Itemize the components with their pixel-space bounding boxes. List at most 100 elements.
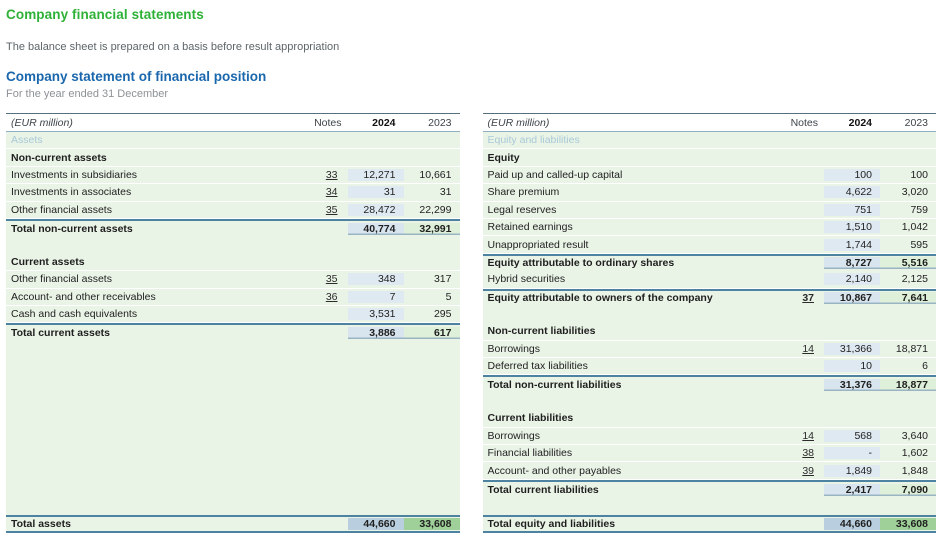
value-2024: 31,376: [824, 379, 880, 392]
value-2024: 1,849: [824, 464, 880, 477]
note-link[interactable]: 14: [802, 342, 814, 355]
table-row: [6, 236, 460, 254]
value-2023: 595: [910, 238, 928, 251]
row-label: Investments in associates: [11, 186, 132, 199]
section-label: Non-current assets: [11, 151, 107, 164]
value-2024: 44,660: [824, 517, 880, 530]
value-2024: 7: [347, 290, 404, 303]
value-2023: 18,877: [880, 379, 936, 392]
table-row: [482, 497, 936, 515]
table-row: Non-current liabilities: [482, 323, 936, 341]
row-label: Borrowings: [487, 342, 541, 355]
section-label: Equity: [487, 151, 520, 164]
table-row: Total current assets 3,886 617: [6, 323, 460, 341]
row-label: Unappropriated result: [487, 238, 589, 251]
table-row: [6, 340, 460, 515]
row-label: Total assets: [11, 517, 71, 530]
row-label: Total non-current assets: [11, 222, 133, 235]
row-label: Investments in subsidiaries: [11, 168, 138, 181]
note-link[interactable]: 35: [325, 273, 338, 286]
table-row: Cash and cash equivalents 3,531 295: [6, 305, 460, 324]
table-row: Other financial assets 35 348 317: [6, 271, 460, 289]
value-2023: 295: [433, 308, 452, 321]
note-link[interactable]: 38: [802, 447, 814, 460]
value-2024: 10: [824, 360, 880, 373]
value-2024: 751: [824, 203, 880, 216]
value-2024: 31: [347, 186, 404, 199]
table-row: Hybrid securities 2,140 2,125: [482, 271, 936, 289]
table-row: Equity and liabilities: [482, 132, 936, 150]
notes-cell: 33: [306, 169, 348, 181]
row-label: Total equity and liabilities: [487, 517, 616, 530]
note-link[interactable]: 33: [325, 168, 338, 181]
row-label: Share premium: [487, 186, 560, 199]
table-row: Equity attributable to ordinary shares 8,…: [482, 253, 936, 272]
table-row: Unappropriated result 1,744 595: [482, 236, 936, 254]
value-2024: 12,271: [347, 168, 404, 181]
value-2023: 5,516: [880, 257, 936, 270]
value-2024: 31,366: [824, 342, 880, 355]
table-row: Legal reserves 751 759: [482, 201, 936, 219]
table-row: Borrowings 14 31,366 18,871: [482, 340, 936, 359]
section-label: Non-current liabilities: [487, 325, 596, 338]
note-link[interactable]: 37: [802, 292, 814, 305]
notes-cell: 39: [782, 465, 824, 477]
value-2024: 348: [347, 273, 404, 286]
notes-column-header: Notes: [314, 116, 342, 129]
value-2023: 1,848: [901, 464, 928, 477]
table-row: Borrowings 14 568 3,640: [482, 427, 936, 446]
notes-cell: 36: [306, 291, 348, 303]
table-row: Total non-current liabilities 31,376 18,87…: [482, 375, 936, 393]
table-row: Total assets 44,660 33,608: [6, 514, 460, 533]
table-header-row: (EUR million) Notes 2024 2023: [482, 114, 936, 132]
year-2023-column-header: 2023: [428, 116, 452, 129]
table-row: Current liabilities: [482, 410, 936, 428]
value-2023: 1,042: [901, 221, 928, 234]
row-label: Retained earnings: [487, 221, 573, 234]
table-row: Financial liabilities 38- 1,602: [482, 445, 936, 463]
value-2023: 3,640: [901, 429, 928, 442]
table-row: Assets: [6, 132, 460, 150]
table-row: Equity attributable to owners of the com…: [482, 288, 936, 306]
value-2023: 7,641: [880, 292, 936, 305]
note-link[interactable]: 34: [325, 186, 338, 199]
value-2023: 33,608: [880, 517, 936, 530]
value-2023: 5: [445, 290, 452, 303]
notes-cell: 37: [782, 292, 824, 304]
note-link[interactable]: 35: [325, 203, 338, 216]
value-2024: -: [824, 447, 880, 460]
row-label: Total current assets: [11, 326, 111, 339]
value-2023: 759: [910, 203, 928, 216]
notes-cell: 38: [782, 447, 824, 459]
row-label: Hybrid securities: [487, 273, 566, 286]
row-label: Equity attributable to owners of the com…: [487, 292, 713, 305]
note-link[interactable]: 14: [802, 429, 814, 442]
value-2023: 32,991: [403, 222, 460, 235]
row-label: Cash and cash equivalents: [11, 308, 138, 321]
table-header-row: (EUR million) Notes 2024 2023: [6, 114, 460, 132]
statement-title: Company statement of financial position: [6, 69, 267, 84]
row-label: Borrowings: [487, 429, 541, 442]
notes-cell: 14: [782, 430, 824, 442]
table-row: [482, 392, 936, 411]
value-2024: 3,531: [347, 308, 404, 321]
note-link[interactable]: 39: [802, 464, 814, 477]
section-label: Current liabilities: [487, 412, 574, 425]
table-row: Paid up and called-up capital 100 100: [482, 166, 936, 185]
assets-table: (EUR million) Notes 2024 2023 Assets Non-curr…: [6, 113, 460, 533]
year-2023-column-header: 2023: [904, 116, 928, 129]
value-2024: 3,886: [347, 326, 404, 339]
value-2024: 568: [824, 429, 880, 442]
row-label: Paid up and called-up capital: [487, 168, 623, 181]
value-2024: 2,417: [824, 483, 880, 496]
statement-period: For the year ended 31 December: [6, 88, 169, 100]
table-row: Current assets: [6, 253, 460, 272]
value-2024: 2,140: [824, 273, 880, 286]
value-2023: 317: [433, 273, 452, 286]
value-2024: 100: [824, 168, 880, 181]
note-link[interactable]: 36: [325, 290, 338, 303]
row-label: Account- and other receivables: [11, 290, 156, 303]
notes-cell: 14: [782, 343, 824, 355]
table-row: Account- and other payables 39 1,849 1,848: [482, 462, 936, 480]
